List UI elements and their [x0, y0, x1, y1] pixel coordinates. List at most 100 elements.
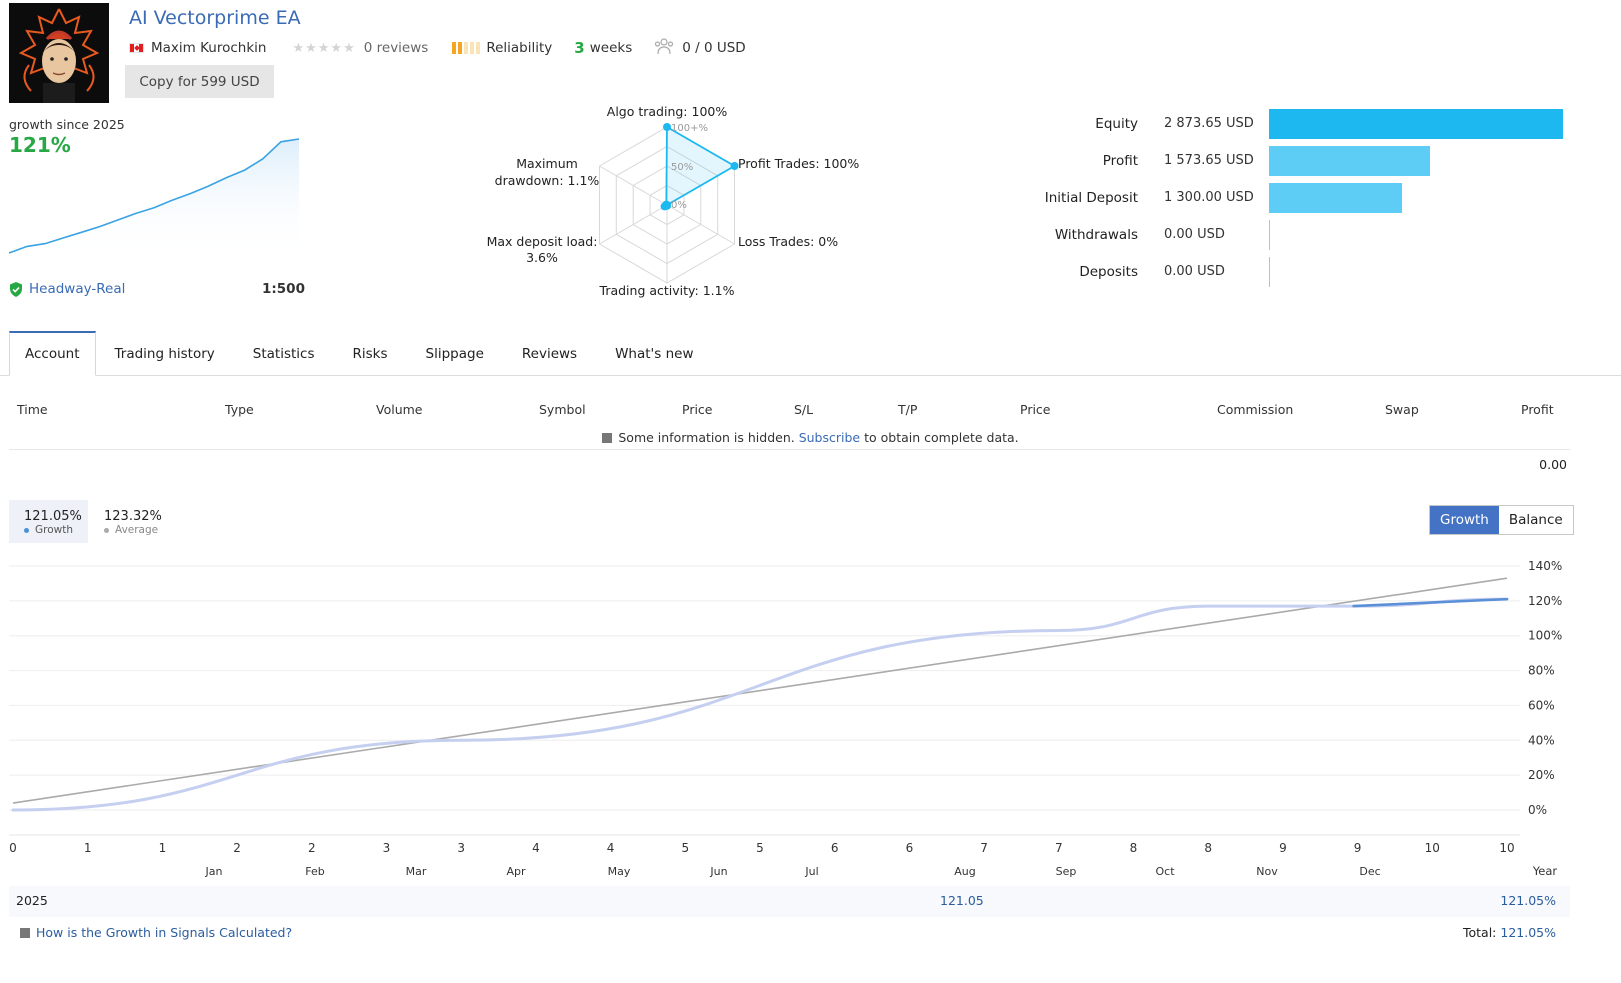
x-tick-label: 2	[308, 841, 316, 855]
signal-meta: Maxim Kurochkin ★★★★★ 0 reviews Reliabil…	[129, 38, 746, 58]
tab-risks[interactable]: Risks	[352, 345, 388, 362]
equity-row: Initial Deposit 1 300.00 USD	[1030, 183, 1570, 213]
column-header[interactable]: Price	[1020, 402, 1051, 417]
column-header[interactable]: T/P	[898, 402, 918, 417]
broker-name[interactable]: Headway-Real	[29, 281, 126, 297]
growth-toggle-button[interactable]: Growth	[1430, 506, 1499, 534]
shield-check-icon	[10, 281, 22, 297]
reviews-count[interactable]: 0 reviews	[363, 40, 429, 56]
month-label: Oct	[1155, 865, 1175, 878]
leverage-value: 1:500	[262, 281, 305, 297]
hidden-note-suffix: to obtain complete data.	[864, 430, 1019, 445]
growth-line-chart[interactable]: 140% 120% 100% 80% 60% 40% 20% 0% 0 1 1 2 2 3 3 4 4 5 5 6 6 7…	[0, 548, 1621, 883]
radar-label-profit-trades: Profit Trades: 100%	[738, 156, 859, 171]
radar-label-loss-trades: Loss Trades: 0%	[738, 234, 838, 249]
equity-bar	[1269, 257, 1270, 287]
month-label: Jan	[205, 865, 223, 878]
y-tick-label: 80%	[1528, 664, 1555, 678]
reliability-bars-icon	[452, 42, 481, 54]
growth-stat-box[interactable]: 121.05% Growth	[9, 500, 88, 543]
hidden-info-note: Some information is hidden. Subscribe to…	[0, 430, 1621, 445]
growth-calc-link[interactable]: How is the Growth in Signals Calculated?	[20, 925, 292, 940]
column-header[interactable]: Time	[17, 402, 48, 417]
column-header[interactable]: Swap	[1385, 402, 1419, 417]
y-tick-label: 40%	[1528, 733, 1555, 747]
y-tick-label: 20%	[1528, 768, 1555, 782]
signal-title[interactable]: AI Vectorprime EA	[129, 7, 301, 29]
reliability-label: Reliability	[486, 40, 553, 56]
x-tick-label: 6	[831, 841, 839, 855]
radar-point	[663, 123, 671, 131]
month-label: Mar	[406, 865, 427, 878]
chart-mode-toggle: Growth Balance	[1429, 505, 1574, 535]
year-summary-row	[9, 886, 1570, 917]
tab-slippage[interactable]: Slippage	[425, 345, 484, 362]
x-tick-label: 6	[906, 841, 914, 855]
x-tick-label: 3	[383, 841, 391, 855]
radar-label-drawdown-1: Maximum	[516, 156, 578, 171]
mini-growth-chart[interactable]	[9, 135, 301, 257]
month-label: Jul	[804, 865, 818, 878]
balance-toggle-button[interactable]: Balance	[1498, 506, 1573, 534]
average-stat-label-text: Average	[115, 524, 159, 536]
column-header[interactable]: Type	[225, 402, 254, 417]
equity-row-label: Profit	[1102, 153, 1138, 169]
x-tick-label: 1	[84, 841, 92, 855]
column-header[interactable]: Commission	[1217, 402, 1294, 417]
month-label: Feb	[305, 865, 324, 878]
x-tick-label: 10	[1499, 841, 1514, 855]
tab-bar: Account Trading history Statistics Risks Sli…	[9, 331, 713, 376]
column-header[interactable]: Volume	[376, 402, 423, 417]
column-header[interactable]: S/L	[794, 402, 814, 417]
canada-flag-icon	[129, 43, 144, 53]
tab-statistics[interactable]: Statistics	[252, 345, 315, 362]
growth-recent-segment	[1352, 597, 1509, 608]
average-series-line	[12, 577, 1508, 804]
weeks-label: weeks	[589, 40, 633, 56]
growth-calc-link-text[interactable]: How is the Growth in Signals Calculated?	[36, 925, 293, 940]
x-tick-label: 4	[532, 841, 540, 855]
x-tick-label: 8	[1204, 841, 1212, 855]
tab-what-s-new[interactable]: What's new	[615, 345, 694, 362]
growth-value: 121%	[9, 133, 71, 157]
radar-label-algo: Algo trading: 100%	[607, 104, 728, 119]
year-label: 2025	[16, 893, 48, 908]
radar-point	[730, 162, 739, 170]
month-label: Aug	[954, 865, 975, 878]
subscribe-link[interactable]: Subscribe	[798, 430, 861, 445]
tab-trading-history[interactable]: Trading history	[114, 345, 215, 362]
tab-account[interactable]: Account	[9, 331, 96, 376]
equity-row: Profit 1 573.65 USD	[1030, 146, 1570, 176]
x-tick-label: 1	[159, 841, 167, 855]
average-stat-box[interactable]: 123.32% Average	[88, 500, 178, 543]
x-tick-label: 2	[233, 841, 241, 855]
subscribers-icon	[654, 37, 674, 59]
author-avatar[interactable]	[9, 3, 109, 103]
y-tick-label: 0%	[1528, 803, 1547, 817]
info-icon	[20, 927, 30, 938]
y-tick-label: 140%	[1528, 559, 1562, 573]
rating-stars-icon[interactable]: ★★★★★	[292, 40, 356, 56]
month-label: Dec	[1359, 865, 1380, 878]
growth-stat-label: Growth	[24, 524, 73, 536]
author-name[interactable]: Maxim Kurochkin	[151, 40, 267, 56]
month-label: Jun	[709, 865, 727, 878]
average-stat-label: Average	[104, 524, 158, 536]
column-header[interactable]: Symbol	[539, 402, 586, 417]
column-header[interactable]: Profit	[1521, 402, 1554, 417]
broker-link[interactable]: Headway-Real	[9, 281, 125, 297]
x-tick-label: 4	[607, 841, 615, 855]
month-label: May	[608, 865, 631, 878]
column-header[interactable]: Price	[682, 402, 713, 417]
radar-point	[662, 200, 671, 209]
copy-button[interactable]: Copy for 599 USD	[125, 65, 274, 98]
tab-reviews[interactable]: Reviews	[521, 345, 578, 362]
equity-row: Deposits 0.00 USD	[1030, 257, 1570, 287]
equity-bar	[1269, 220, 1270, 250]
equity-bar	[1269, 183, 1402, 213]
x-tick-label: 3	[457, 841, 465, 855]
month-label: Nov	[1256, 865, 1278, 878]
radar-label-deposit-load-1: Max deposit load:	[487, 234, 598, 249]
equity-row: Equity 2 873.65 USD	[1030, 109, 1570, 139]
month-label: Sep	[1056, 865, 1077, 878]
